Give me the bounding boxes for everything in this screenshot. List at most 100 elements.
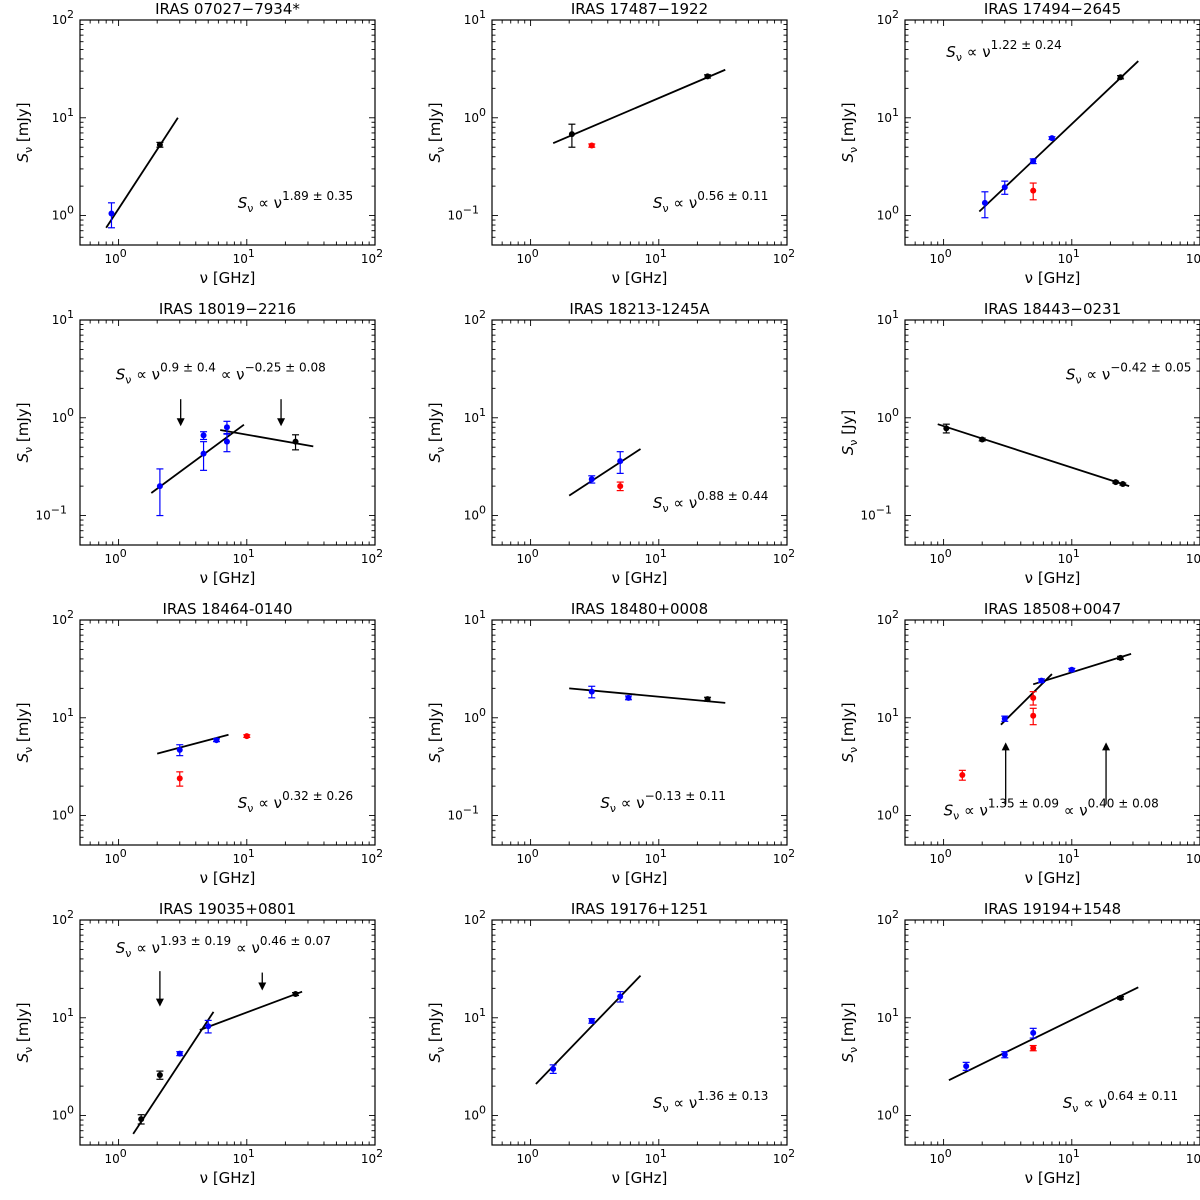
chart-panel: IRAS 18443−0231 100 101 102 10−1 100 101 ν [GHz…: [839, 300, 1200, 587]
data-point: [616, 451, 624, 474]
chart-panel: IRAS 18464-0140 100 101 102 100 101 102 ν [GHz]…: [14, 600, 383, 887]
x-tick-label: 101: [233, 547, 255, 566]
y-tick-label: 101: [877, 706, 899, 725]
data-point: [1001, 715, 1009, 722]
y-tick-label: 101: [877, 308, 899, 327]
y-tick-label: 102: [52, 908, 74, 927]
chart-panel: IRAS 18213-1245A 100 101 102 100 101 102 ν [GHz…: [426, 300, 795, 587]
x-tick-label: 102: [361, 1147, 383, 1166]
plot-frame: [491, 319, 788, 546]
data-point: [200, 441, 208, 471]
data-point: [156, 468, 164, 517]
data-point: [942, 423, 950, 434]
x-tick-label: 100: [929, 1147, 951, 1166]
power-law-annotation: Sν ∝ ν0.56 ± 0.11: [653, 189, 768, 215]
y-axis-label: Sν [mJy]: [839, 1002, 860, 1062]
chart-panel: IRAS 19035+0801 100 101 102 100 101 102 ν [GHz]…: [14, 900, 383, 1187]
data-point: [156, 141, 164, 148]
chart-panel: IRAS 18019−2216 100 101 102 10−1 100 101 ν [GHz…: [14, 300, 383, 587]
data-point: [978, 436, 986, 443]
y-tick-label: 101: [52, 308, 74, 327]
data-point: [200, 431, 208, 441]
x-tick-label: 101: [233, 1147, 255, 1166]
plot-frame: [491, 919, 788, 1146]
chart-panel: IRAS 17494−2645 100 101 102 100 101 102 ν [GHz]…: [839, 0, 1200, 287]
arrow-marker: [1001, 742, 1010, 805]
axis-ticks: [904, 319, 1200, 546]
data-point: [107, 202, 115, 229]
x-tick-label: 101: [233, 847, 255, 866]
x-tick-label: 101: [1058, 247, 1080, 266]
data-point: [212, 737, 220, 744]
chart-title: IRAS 19176+1251: [571, 900, 708, 918]
y-tick-label: 10−1: [448, 804, 480, 823]
axis-ticks: [491, 19, 788, 246]
y-tick-label: 100: [464, 106, 486, 125]
power-law-annotation: Sν ∝ ν0.64 ± 0.11: [1063, 1089, 1178, 1115]
fit-line: [948, 986, 1139, 1082]
power-law-annotation: Sν ∝ ν0.9 ± 0.4 ∝ ν−0.25 ± 0.08: [116, 361, 326, 387]
y-axis-label: Sν [mJy]: [839, 702, 860, 762]
y-axis-label: Sν [mJy]: [14, 702, 35, 762]
power-law-annotation: Sν ∝ ν1.93 ± 0.19 ∝ ν0.46 ± 0.07: [116, 934, 331, 960]
y-tick-label: 100: [877, 1104, 899, 1123]
data-point: [137, 1114, 145, 1125]
fit-line: [105, 117, 179, 229]
x-tick-label: 100: [516, 547, 538, 566]
y-tick-label: 100: [464, 1104, 486, 1123]
data-point: [588, 685, 596, 699]
y-tick-label: 101: [877, 1006, 899, 1025]
plot-frame: [79, 619, 376, 846]
data-point: [156, 1070, 164, 1080]
x-axis-label: ν [GHz]: [612, 569, 668, 587]
data-point: [176, 744, 184, 757]
y-tick-label: 102: [52, 8, 74, 27]
y-tick-label: 10−1: [861, 504, 893, 523]
data-point: [549, 1064, 557, 1074]
x-axis-label: ν [GHz]: [200, 869, 256, 887]
x-tick-label: 100: [516, 247, 538, 266]
x-tick-label: 100: [104, 247, 126, 266]
chart-panel: IRAS 07027−7934* 100 101 102 100 101 102 ν [GHz…: [14, 0, 383, 287]
y-tick-label: 100: [52, 804, 74, 823]
fit-line: [937, 423, 1130, 487]
x-tick-label: 100: [104, 1147, 126, 1166]
y-tick-label: 102: [877, 908, 899, 927]
fit-line: [569, 687, 726, 704]
data-point: [568, 123, 576, 148]
chart-title: IRAS 18480+0008: [571, 600, 708, 618]
axis-ticks: [904, 19, 1200, 246]
x-axis-label: ν [GHz]: [1025, 869, 1081, 887]
chart-title: IRAS 18213-1245A: [569, 300, 710, 318]
power-law-annotation: Sν ∝ ν1.35 ± 0.09 ∝ ν0.40 ± 0.08: [944, 797, 1159, 823]
data-point: [204, 1019, 212, 1034]
data-point: [1029, 158, 1037, 165]
data-point: [176, 771, 184, 787]
y-tick-label: 100: [877, 204, 899, 223]
x-axis-label: ν [GHz]: [200, 569, 256, 587]
y-tick-label: 101: [877, 106, 899, 125]
y-tick-label: 102: [877, 8, 899, 27]
y-tick-label: 102: [877, 608, 899, 627]
data-point: [1112, 479, 1120, 486]
x-tick-label: 102: [773, 547, 795, 566]
data-point: [1029, 1027, 1037, 1039]
power-law-annotation: Sν ∝ ν1.22 ± 0.24: [946, 38, 1061, 64]
x-tick-label: 100: [104, 547, 126, 566]
x-tick-label: 102: [773, 247, 795, 266]
data-point: [1117, 654, 1125, 661]
x-tick-label: 102: [1186, 1147, 1200, 1166]
x-tick-label: 102: [773, 1147, 795, 1166]
power-law-annotation: Sν ∝ ν−0.13 ± 0.11: [600, 789, 726, 815]
x-tick-label: 101: [645, 1147, 667, 1166]
arrow-marker: [1102, 742, 1111, 805]
axis-ticks: [79, 619, 376, 846]
fit-line: [552, 68, 726, 144]
y-tick-label: 101: [464, 406, 486, 425]
x-axis-label: ν [GHz]: [612, 869, 668, 887]
chart-title: IRAS 17494−2645: [984, 0, 1121, 18]
axis-ticks: [79, 919, 376, 1146]
x-axis-label: ν [GHz]: [1025, 269, 1081, 287]
data-point: [958, 769, 966, 781]
data-point: [616, 481, 624, 492]
